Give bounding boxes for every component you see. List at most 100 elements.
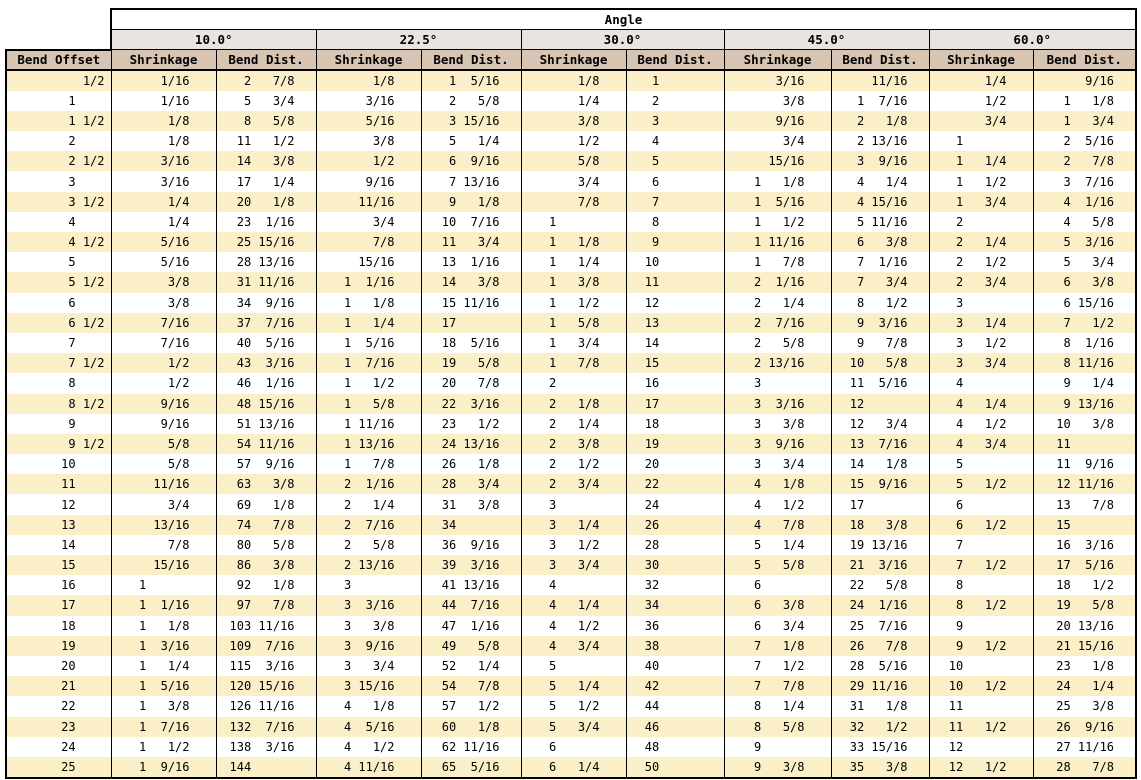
- fraction-value: 1/4: [984, 315, 1007, 330]
- whole-value: 22: [849, 578, 865, 593]
- whole-value: 17: [644, 396, 660, 411]
- shrinkage-cell: 6: [520, 736, 627, 757]
- fraction-value: 1/4: [167, 194, 190, 209]
- shrinkage-cell: 2 13/16: [723, 353, 832, 374]
- bend-dist-cell: 12 11/16: [1032, 474, 1137, 495]
- bend-dist-cell: 80 5/8: [215, 534, 317, 555]
- whole-value: 1: [138, 739, 147, 754]
- whole-value: 46: [236, 376, 252, 391]
- fraction-value: 1/2: [782, 214, 805, 229]
- bend-dist-cell: 9/16: [1032, 69, 1137, 91]
- shrinkage-cell: 2 1/16: [723, 272, 832, 293]
- bend-dist-cell: 14 3/8: [420, 272, 522, 293]
- whole-value: 19: [849, 537, 865, 552]
- fraction-value: 3/16: [470, 558, 500, 573]
- fraction-value: 13/16: [258, 255, 295, 270]
- whole-value: 15: [441, 295, 457, 310]
- shrinkage-cell: 3/16: [315, 90, 422, 111]
- fraction-value: 3/4: [372, 214, 395, 229]
- fraction-value: 3/8: [885, 235, 908, 250]
- whole-value: 18: [441, 336, 457, 351]
- whole-value: 4: [68, 235, 76, 250]
- fraction-value: 3/4: [782, 134, 805, 149]
- whole-value: 3: [856, 154, 865, 169]
- whole-value: 10: [61, 457, 76, 472]
- shrinkage-cell: 2 3/4: [928, 272, 1034, 293]
- shrinkage-cell: 3 3/4: [520, 555, 627, 576]
- bend-dist-cell: 33 15/16: [830, 736, 930, 757]
- shrinkage-cell: 5 1/2: [928, 474, 1034, 495]
- fraction-value: 3/16: [160, 638, 190, 653]
- bend-dist-cell: 4 1/4: [830, 171, 930, 192]
- fraction-value: 11/16: [258, 275, 295, 290]
- bend-dist-cell: 2 7/8: [1032, 151, 1137, 172]
- shrinkage-cell: 3 3/4: [315, 655, 422, 677]
- bend-dist-cell: 5 11/16: [830, 211, 930, 232]
- fraction-value: 11/16: [358, 194, 395, 209]
- shrinkage-cell: 3 3/16: [723, 393, 832, 414]
- fraction-value: 15/16: [258, 396, 295, 411]
- bend-dist-cell: 20 13/16: [1032, 615, 1137, 636]
- fraction-value: 5/8: [272, 113, 295, 128]
- fraction-value: 1/8: [577, 396, 600, 411]
- whole-value: 12: [948, 739, 964, 754]
- fraction-value: 3/4: [984, 356, 1007, 371]
- fraction-value: 7/16: [878, 93, 908, 108]
- bend-dist-cell: 11: [625, 272, 725, 293]
- whole-value: 40: [236, 336, 252, 351]
- shrinkage-cell: 5/16: [110, 232, 217, 253]
- whole-value: 24: [61, 739, 76, 754]
- whole-value: 48: [236, 396, 252, 411]
- whole-value: 8: [651, 214, 660, 229]
- fraction-value: 1/4: [782, 295, 805, 310]
- bend-dist-cell: 18 5/16: [420, 332, 522, 354]
- bend-dist-cell: 2 5/8: [420, 90, 522, 111]
- whole-value: 6: [68, 295, 76, 310]
- table-row: 1 1/16 5 3/4 3/16 2 5/8 1/4 2 3/8 1 7/16 1/2 1 1/8: [5, 90, 1137, 111]
- bend-offset-table-container: Angle 10.0° 22.5° 30.0° 45.0° 60.0° Bend…: [5, 8, 1137, 780]
- table-row: 1/2 1/16 2 7/8 1/8 1 5/16 1/8 1 3/16 11/16 1/4 9/16: [5, 69, 1137, 91]
- shrinkage-cell: 1 1/2: [315, 373, 422, 394]
- whole-value: 8: [1063, 356, 1071, 371]
- offset-cell: 18: [5, 615, 112, 636]
- whole-value: 15: [1056, 517, 1071, 532]
- bend-dist-cell: 60 1/8: [420, 716, 522, 737]
- bend-dist-cell: 35 3/8: [830, 756, 930, 780]
- shrinkage-cell: 3/4: [110, 494, 217, 515]
- bend-dist-cell: 52 1/4: [420, 655, 522, 677]
- whole-value: 2: [1063, 154, 1071, 169]
- whole-value: 9: [68, 436, 76, 451]
- fraction-value: 7/16: [878, 436, 908, 451]
- fraction-value: 1/2: [885, 295, 908, 310]
- bend-dist-cell: 34 9/16: [215, 292, 317, 313]
- bend-dist-cell: 6: [625, 171, 725, 192]
- whole-value: 57: [236, 457, 252, 472]
- whole-value: 3: [343, 598, 352, 613]
- table-row: 7 7/16 40 5/16 1 5/16 18 5/16 1 3/4 14 2 5/8 9 7/8 3 1/2…: [5, 332, 1137, 354]
- bend-dist-cell: 8 1/2: [830, 292, 930, 313]
- bend-dist-cell: 132 7/16: [215, 716, 317, 737]
- whole-value: 5: [448, 134, 457, 149]
- fraction-value: 13/16: [871, 537, 908, 552]
- whole-value: 3: [955, 315, 964, 330]
- fraction-value: 1/4: [167, 214, 190, 229]
- bend-dist-cell: 40 5/16: [215, 332, 317, 354]
- bend-dist-cell: 24 1/16: [830, 595, 930, 616]
- shrinkage-cell: 9/16: [723, 110, 832, 132]
- shrinkage-cell: 1/4: [520, 90, 627, 111]
- bend-dist-header-22-5: Bend Dist.: [420, 49, 522, 71]
- whole-value: 1: [955, 154, 964, 169]
- shrinkage-cell: 1 11/16: [723, 232, 832, 253]
- bend-dist-cell: 18: [625, 413, 725, 434]
- fraction-value: 9/16: [265, 457, 295, 472]
- whole-value: 3: [548, 558, 557, 573]
- whole-value: 9: [856, 315, 865, 330]
- bend-dist-cell: 26 1/8: [420, 454, 522, 475]
- fraction-value: 1/16: [265, 376, 295, 391]
- whole-value: 4: [651, 134, 660, 149]
- shrinkage-cell: 10 1/2: [928, 676, 1034, 697]
- shrinkage-cell: 3 9/16: [315, 635, 422, 656]
- shrinkage-cell: 3/4: [928, 110, 1034, 132]
- whole-value: 5: [1063, 235, 1071, 250]
- whole-value: 4: [955, 436, 964, 451]
